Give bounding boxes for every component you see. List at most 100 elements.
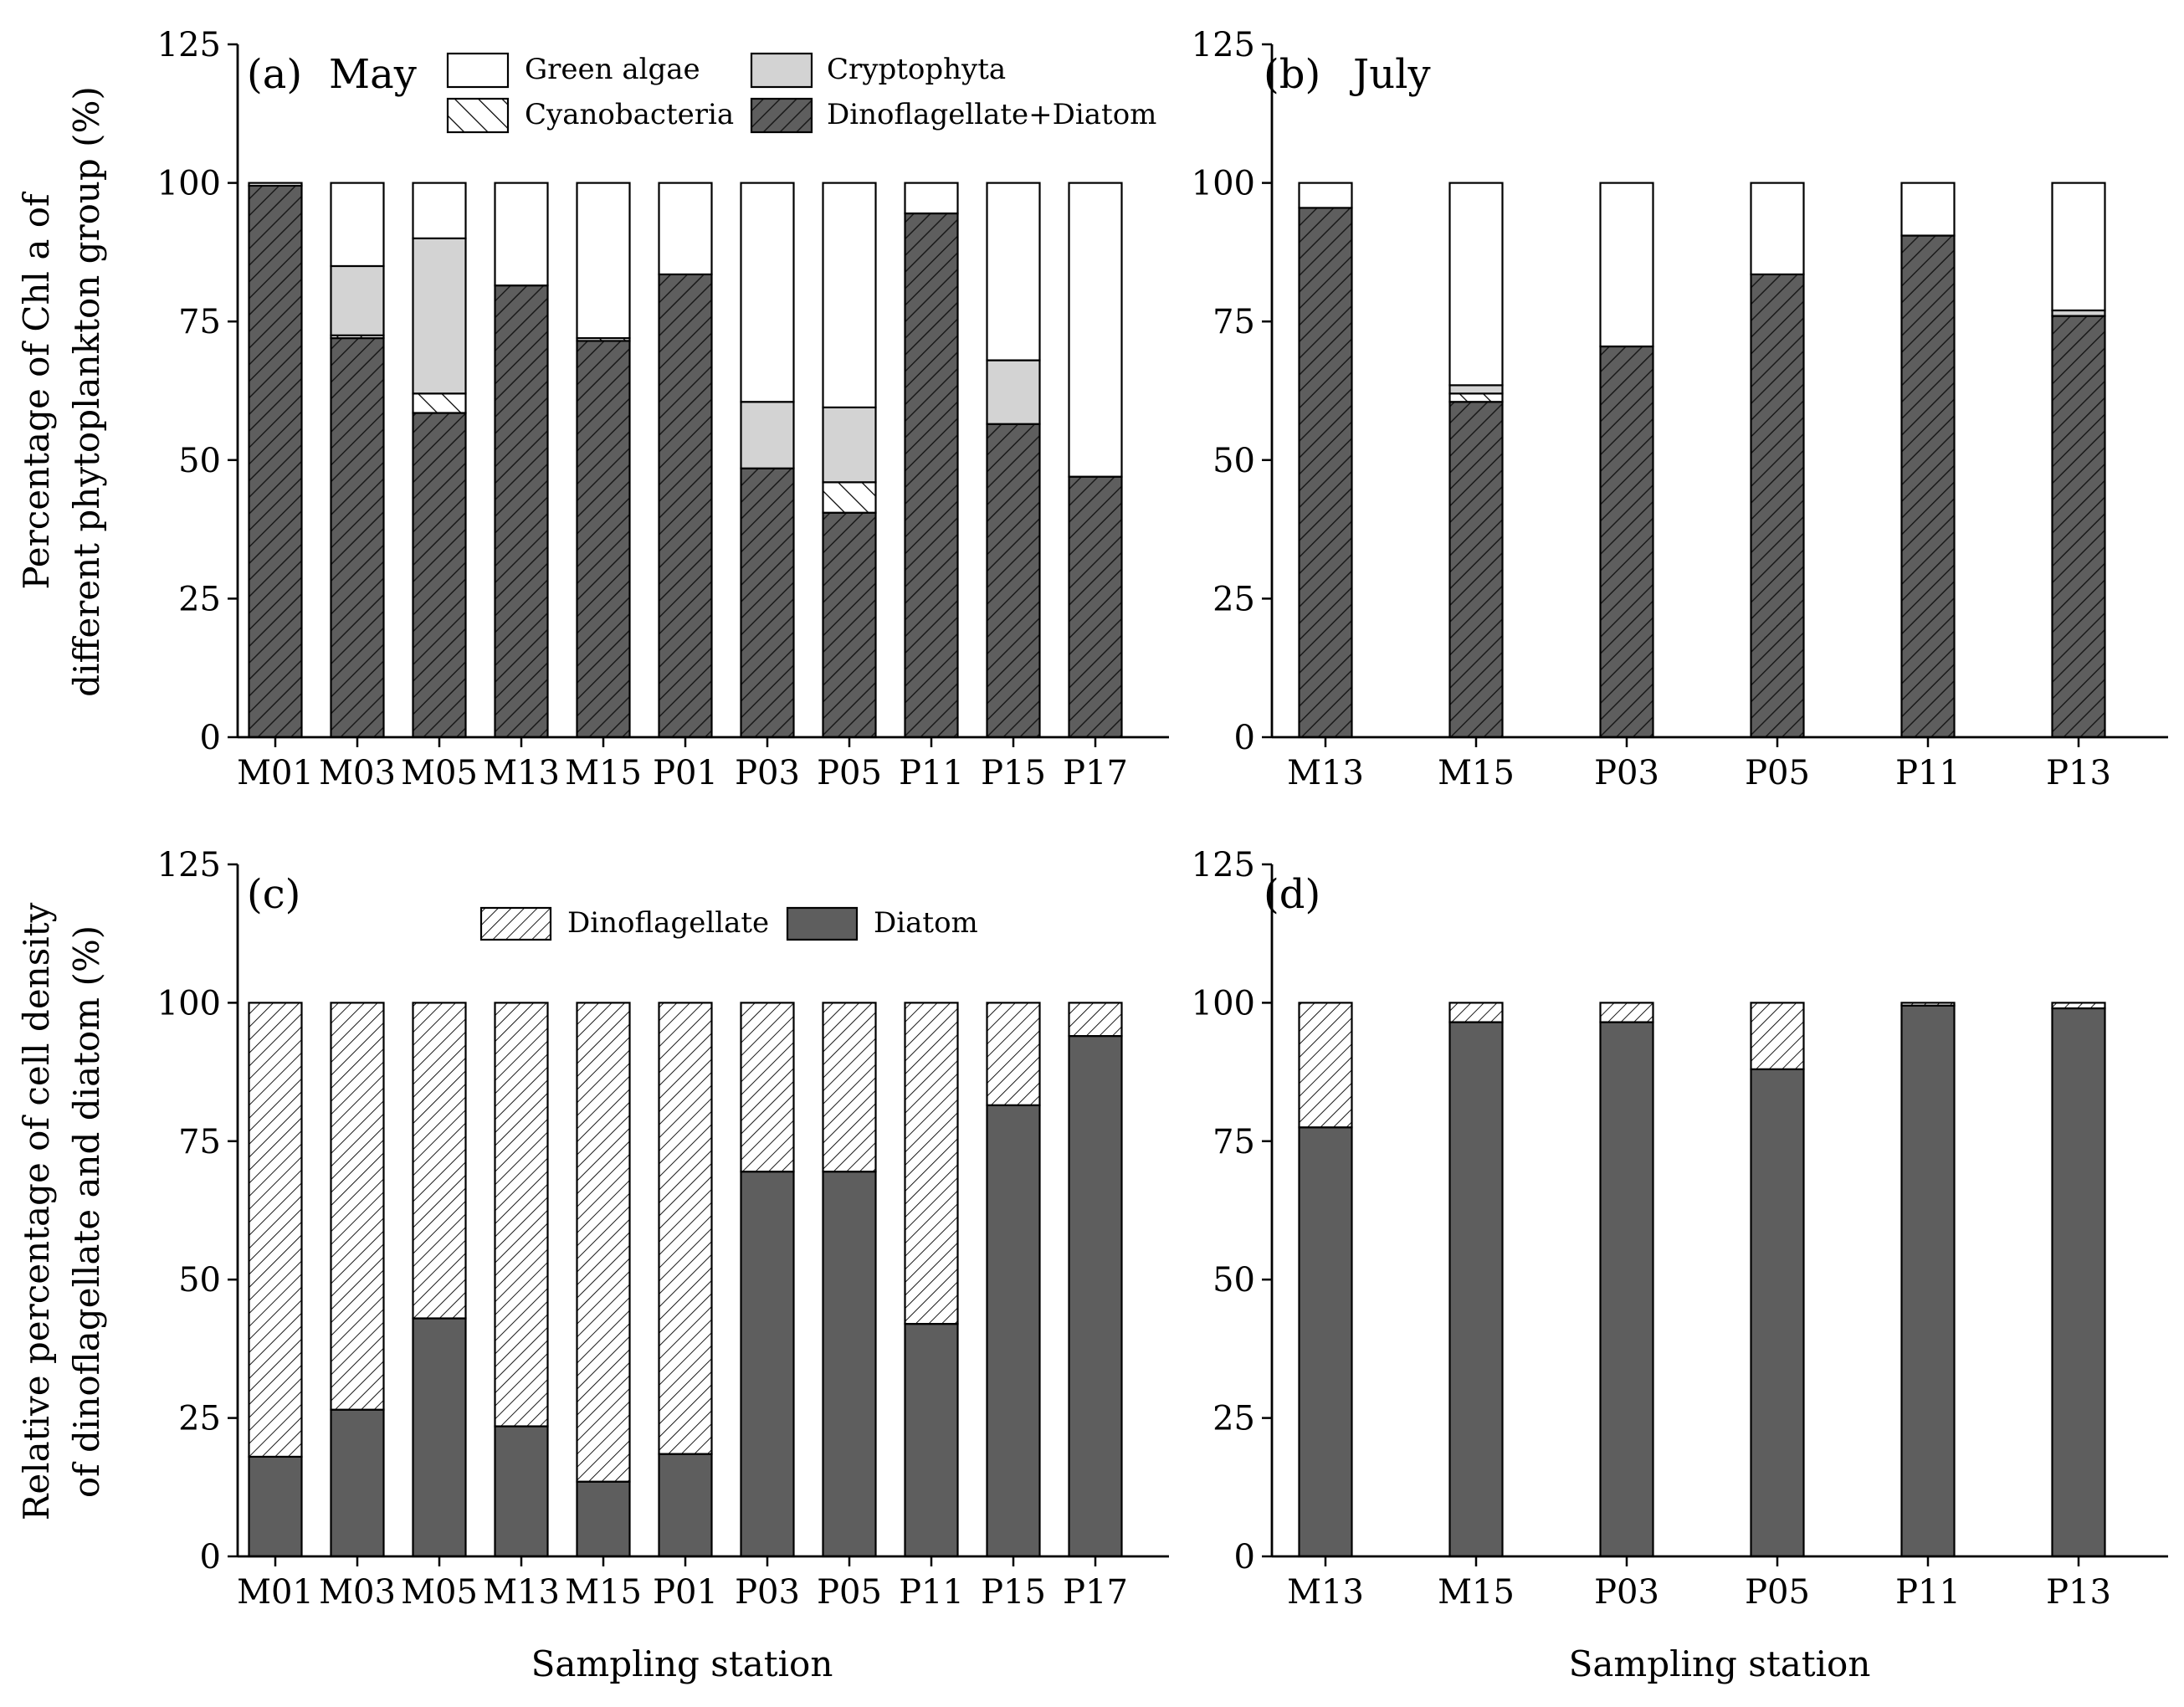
bar-a-p05-dinoflagellate-diatom	[822, 511, 877, 739]
bar-a-m15-green-algae	[576, 182, 631, 340]
bar-b-p11-green-algae	[1900, 182, 1956, 237]
y-tick-label-b-0: 0	[1234, 719, 1255, 757]
x-tick-label-a-m15: M15	[565, 754, 642, 792]
x-tick-label-b-m15: M15	[1438, 754, 1515, 792]
x-tick-label-a-p15: P15	[981, 754, 1046, 792]
bar-b-p05-green-algae	[1750, 182, 1805, 275]
x-tick-label-c-m03: M03	[319, 1573, 396, 1612]
x-tick-label-a-m03: M03	[319, 754, 396, 792]
panel-label-d: (d)	[1264, 871, 1320, 918]
bar-c-p05-diatom	[822, 1171, 877, 1558]
x-tick-label-d-p11: P11	[1895, 1573, 1961, 1612]
legend-label-a-cryptophyta: Cryptophyta	[827, 53, 1006, 86]
bar-b-p13-dinoflagellate-diatom	[2051, 315, 2106, 739]
y-tick-label-a-100: 100	[157, 165, 221, 203]
x-tick-label-a-p11: P11	[899, 754, 964, 792]
bar-c-p17-diatom	[1068, 1034, 1123, 1558]
legend-swatch-a-cryptophyta	[750, 52, 813, 89]
bar-a-p05-cryptophyta	[822, 406, 877, 484]
bar-b-m15-dinoflagellate-diatom	[1448, 401, 1504, 739]
bar-d-p05-diatom	[1750, 1068, 1805, 1558]
panel-label-b: (b)	[1264, 51, 1320, 98]
y-tick-label-c-100: 100	[157, 984, 221, 1023]
bar-a-p15-green-algae	[986, 182, 1041, 361]
panel-label-a: (a)	[247, 51, 302, 98]
bar-a-m01-green-algae	[248, 182, 303, 187]
bar-d-p13-dinoflagellate	[2051, 1002, 2106, 1010]
bar-c-p17-dinoflagellate	[1068, 1002, 1123, 1038]
bar-d-p11-diatom	[1900, 1004, 1956, 1558]
legend-label-a-dinoflagellate-diatom: Dinoflagellate+Diatom	[827, 98, 1156, 131]
bar-a-m01-dinoflagellate-diatom	[248, 184, 303, 739]
x-tick-label-a-p01: P01	[653, 754, 718, 792]
bar-c-m15-diatom	[576, 1480, 631, 1558]
bar-c-m03-diatom	[330, 1408, 385, 1558]
x-tick-label-c-p05: P05	[817, 1573, 882, 1612]
bar-a-m03-green-algae	[330, 182, 385, 268]
bar-d-p13-diatom	[2051, 1007, 2106, 1558]
bar-a-m05-green-algae	[412, 182, 467, 239]
legend-swatch-a-green-algae	[446, 52, 510, 89]
bar-d-p03-diatom	[1599, 1021, 1654, 1558]
bar-a-p05-cyanobacteria	[822, 481, 877, 514]
bar-c-m01-dinoflagellate	[248, 1002, 303, 1458]
bar-c-p03-dinoflagellate	[740, 1002, 795, 1173]
y-tick-label-d-100: 100	[1192, 984, 1255, 1023]
bar-b-m13-green-algae	[1298, 182, 1353, 209]
bar-d-m15-dinoflagellate	[1448, 1002, 1504, 1023]
y-axis-title-bottom-line2: of dinoflagellate and diatom (%)	[66, 925, 107, 1498]
x-axis-title-left: Sampling station	[531, 1643, 833, 1684]
bar-a-m05-dinoflagellate-diatom	[412, 412, 467, 739]
y-tick-label-c-125: 125	[157, 846, 221, 884]
y-tick-label-b-50: 50	[1212, 442, 1255, 480]
bar-a-p01-green-algae	[658, 182, 713, 275]
bar-b-m15-green-algae	[1448, 182, 1504, 387]
bar-c-p01-dinoflagellate	[658, 1002, 713, 1455]
x-tick-label-c-m15: M15	[565, 1573, 642, 1612]
legend-swatch-a-cyanobacteria	[446, 97, 510, 134]
bar-b-m13-dinoflagellate-diatom	[1298, 207, 1353, 739]
y-axis-title-top-line1: Percentage of Chl a of	[16, 191, 57, 590]
bar-d-m15-diatom	[1448, 1021, 1504, 1558]
y-tick-label-d-125: 125	[1192, 846, 1255, 884]
x-tick-label-c-p01: P01	[653, 1573, 718, 1612]
legend-swatch-a-dinoflagellate-diatom	[750, 97, 813, 134]
bar-c-p03-diatom	[740, 1171, 795, 1558]
x-tick-label-d-p03: P03	[1594, 1573, 1659, 1612]
bar-c-p05-dinoflagellate	[822, 1002, 877, 1173]
bar-c-p15-diatom	[986, 1104, 1041, 1558]
x-tick-label-b-p05: P05	[1745, 754, 1810, 792]
x-tick-label-c-p17: P17	[1063, 1573, 1128, 1612]
bar-a-m13-green-algae	[494, 182, 549, 287]
x-tick-label-d-m15: M15	[1438, 1573, 1515, 1612]
y-tick-label-a-0: 0	[200, 719, 221, 757]
panel-title-b: July	[1349, 51, 1431, 98]
bar-c-m05-dinoflagellate	[412, 1002, 467, 1320]
y-tick-label-d-50: 50	[1212, 1261, 1255, 1299]
bar-b-m15-cryptophyta	[1448, 384, 1504, 395]
legend-label-c-diatom: Diatom	[874, 906, 978, 940]
x-tick-label-b-p03: P03	[1594, 754, 1659, 792]
x-tick-label-a-p17: P17	[1063, 754, 1128, 792]
bar-d-m13-dinoflagellate	[1298, 1002, 1353, 1129]
y-tick-label-b-125: 125	[1192, 26, 1255, 64]
y-tick-label-d-0: 0	[1234, 1538, 1255, 1576]
x-tick-label-c-m01: M01	[237, 1573, 314, 1612]
x-tick-label-a-p05: P05	[817, 754, 882, 792]
bar-a-p17-green-algae	[1068, 182, 1123, 478]
y-tick-label-c-50: 50	[178, 1261, 221, 1299]
y-tick-label-b-75: 75	[1212, 303, 1255, 341]
legend-label-a-green-algae: Green algae	[525, 53, 700, 86]
y-tick-label-a-75: 75	[178, 303, 221, 341]
bar-b-p05-dinoflagellate-diatom	[1750, 273, 1805, 739]
bar-b-m15-cyanobacteria	[1448, 392, 1504, 403]
bar-a-m13-dinoflagellate-diatom	[494, 284, 549, 739]
bar-a-p11-green-algae	[904, 182, 959, 215]
legend-label-c-dinoflagellate: Dinoflagellate	[567, 906, 769, 940]
y-tick-label-a-25: 25	[178, 580, 221, 618]
bar-b-p11-dinoflagellate-diatom	[1900, 234, 1956, 739]
x-tick-label-c-m05: M05	[401, 1573, 478, 1612]
bar-a-p11-dinoflagellate-diatom	[904, 212, 959, 739]
x-tick-label-a-p03: P03	[735, 754, 800, 792]
x-tick-label-c-p11: P11	[899, 1573, 964, 1612]
